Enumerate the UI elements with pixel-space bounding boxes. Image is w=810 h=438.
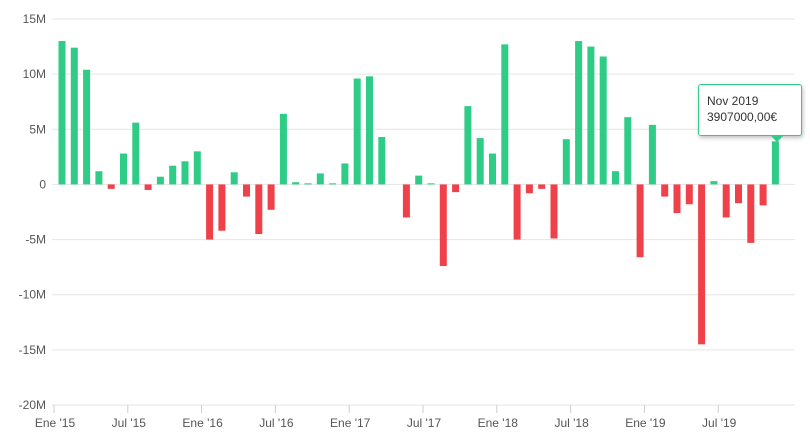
- bar[interactable]: [612, 171, 619, 184]
- bar[interactable]: [710, 181, 717, 184]
- bar[interactable]: [255, 184, 262, 234]
- bar[interactable]: [723, 184, 730, 217]
- bar[interactable]: [120, 154, 127, 185]
- x-tick-label: Ene '16: [182, 416, 223, 430]
- bar[interactable]: [378, 137, 385, 184]
- x-tick-label: Ene '17: [330, 416, 371, 430]
- y-tick-label: -5M: [25, 233, 46, 247]
- x-tick-label: Jul '19: [702, 416, 737, 430]
- bar[interactable]: [686, 184, 693, 204]
- bar[interactable]: [231, 172, 238, 184]
- bar[interactable]: [600, 56, 607, 184]
- bar[interactable]: [772, 141, 779, 184]
- x-tick-label: Jul '17: [407, 416, 442, 430]
- y-tick-label: 5M: [29, 122, 46, 136]
- x-tick-label: Jul '18: [554, 416, 589, 430]
- bar[interactable]: [587, 47, 594, 185]
- y-tick-label: -10M: [19, 288, 46, 302]
- bar[interactable]: [243, 184, 250, 196]
- bar-series: [59, 41, 779, 344]
- bar[interactable]: [440, 184, 447, 266]
- bar[interactable]: [206, 184, 213, 239]
- bar[interactable]: [464, 106, 471, 184]
- bar[interactable]: [428, 183, 435, 184]
- bar[interactable]: [575, 41, 582, 184]
- bar[interactable]: [452, 184, 459, 192]
- bar[interactable]: [292, 182, 299, 184]
- bar[interactable]: [563, 139, 570, 184]
- tooltip: Nov 2019 3907000,00€: [698, 84, 802, 136]
- bar[interactable]: [477, 138, 484, 184]
- bar[interactable]: [661, 184, 668, 196]
- bar[interactable]: [157, 177, 164, 185]
- y-tick-label: -15M: [19, 343, 46, 357]
- bar[interactable]: [551, 184, 558, 238]
- bar[interactable]: [329, 183, 336, 184]
- x-tick-label: Ene '15: [35, 416, 76, 430]
- y-tick-label: 10M: [23, 67, 46, 81]
- bar[interactable]: [95, 171, 102, 184]
- y-grid-lines: [52, 19, 795, 405]
- bar[interactable]: [145, 184, 152, 190]
- bar[interactable]: [268, 184, 275, 209]
- y-tick-label: -20M: [19, 398, 46, 412]
- bar[interactable]: [403, 184, 410, 217]
- bar[interactable]: [169, 166, 176, 185]
- x-tick-label: Ene '19: [625, 416, 666, 430]
- bar[interactable]: [366, 76, 373, 184]
- bar[interactable]: [341, 163, 348, 184]
- bar[interactable]: [624, 117, 631, 184]
- bar[interactable]: [305, 183, 312, 184]
- y-tick-label: 0: [39, 177, 46, 191]
- bar[interactable]: [218, 184, 225, 230]
- bar[interactable]: [415, 176, 422, 185]
- tooltip-title: Nov 2019: [707, 93, 801, 109]
- bar[interactable]: [674, 184, 681, 213]
- y-axis-tick-labels: 15M 10M 5M 0 -5M -10M -15M -20M: [19, 12, 47, 412]
- y-tick-label: 15M: [23, 12, 46, 26]
- bar[interactable]: [354, 79, 361, 185]
- bar[interactable]: [526, 184, 533, 193]
- tooltip-value: 3907000,00€: [707, 109, 801, 125]
- bar[interactable]: [649, 125, 656, 185]
- bar[interactable]: [514, 184, 521, 239]
- x-tick-label: Jul '16: [259, 416, 294, 430]
- bar[interactable]: [698, 184, 705, 344]
- x-tick-label: Ene '18: [478, 416, 519, 430]
- x-tick-label: Jul '15: [112, 416, 147, 430]
- bar[interactable]: [760, 184, 767, 205]
- bar[interactable]: [538, 184, 545, 188]
- bar[interactable]: [182, 161, 189, 184]
- bar[interactable]: [637, 184, 644, 257]
- bar[interactable]: [501, 44, 508, 184]
- bar[interactable]: [317, 173, 324, 184]
- bar[interactable]: [735, 184, 742, 203]
- bar[interactable]: [747, 184, 754, 242]
- bar[interactable]: [194, 151, 201, 184]
- bar[interactable]: [59, 41, 66, 184]
- x-axis-tick-labels: Ene '15 Jul '15 Ene '16 Jul '16 Ene '17 Jul '…: [35, 405, 737, 430]
- bar[interactable]: [71, 48, 78, 185]
- bar[interactable]: [489, 154, 496, 185]
- bar[interactable]: [108, 184, 115, 188]
- tooltip-pointer: [770, 135, 784, 142]
- bar[interactable]: [132, 123, 139, 185]
- bar[interactable]: [83, 70, 90, 185]
- bar[interactable]: [280, 114, 287, 185]
